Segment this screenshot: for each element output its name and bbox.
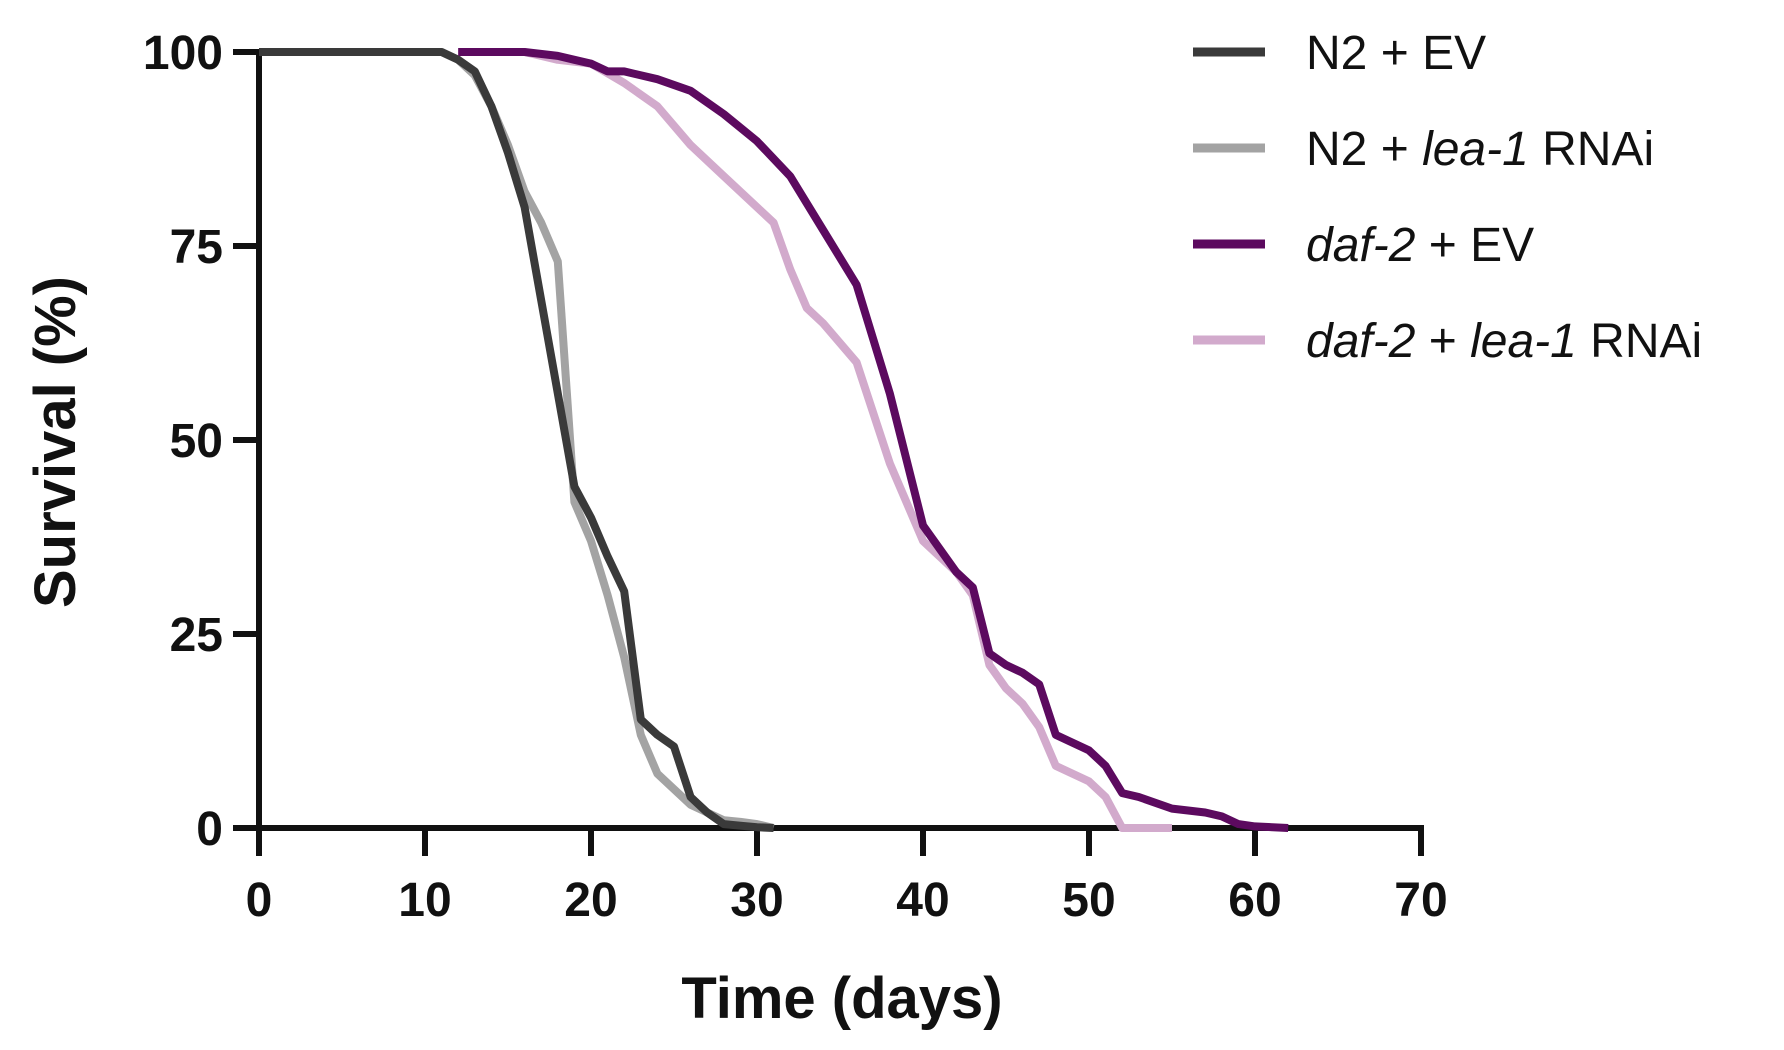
series-line-daf-2-ev	[458, 48, 1289, 832]
legend-label-part: lea-1	[1470, 315, 1577, 368]
x-tick-label: 50	[1062, 874, 1115, 927]
y-tick-label: 25	[170, 609, 223, 662]
legend-label-part: daf-2	[1306, 219, 1415, 272]
legend-item-n2-lea-1-rnai: N2 + lea-1 RNAi	[1193, 123, 1654, 176]
series-layer	[259, 48, 1289, 832]
legend-label-part: N2 + EV	[1306, 27, 1486, 80]
legend-item-daf-2-lea-1-rnai: daf-2 + lea-1 RNAi	[1193, 315, 1702, 368]
legend-label: daf-2 + EV	[1306, 219, 1534, 272]
x-tick-label: 20	[564, 874, 617, 927]
x-tick-label: 70	[1394, 874, 1447, 927]
axes-layer: 0 25 50 75 100 0 10 20 30 40 50 60 70	[143, 27, 1448, 927]
legend-label-part: N2 +	[1306, 123, 1422, 176]
y-tick-label: 50	[170, 415, 223, 468]
legend-label-part: RNAi	[1529, 123, 1654, 176]
legend-label: N2 + EV	[1306, 27, 1486, 80]
legend-label-part: lea-1	[1422, 123, 1529, 176]
x-tick-label: 0	[246, 874, 273, 927]
y-axis-title: Survival (%)	[23, 276, 88, 608]
legend-label: daf-2 + lea-1 RNAi	[1306, 315, 1702, 368]
y-tick-label: 75	[170, 221, 223, 274]
legend-label-part: +	[1415, 315, 1470, 368]
legend-label-part: + EV	[1415, 219, 1534, 272]
series-line-daf-2-lea-1-rnai	[458, 48, 1172, 832]
y-tick-label: 0	[196, 803, 223, 856]
series-line-n2-ev	[259, 48, 774, 832]
legend-label-part: RNAi	[1577, 315, 1702, 368]
legend-label: N2 + lea-1 RNAi	[1306, 123, 1654, 176]
x-tick-label: 40	[896, 874, 949, 927]
x-tick-label: 10	[398, 874, 451, 927]
legend-item-n2-ev: N2 + EV	[1193, 27, 1486, 80]
x-tick-label: 30	[730, 874, 783, 927]
y-tick-label: 100	[143, 27, 223, 80]
legend-label-part: daf-2	[1306, 315, 1415, 368]
x-axis-title: Time (days)	[681, 966, 1002, 1031]
legend-item-daf-2-ev: daf-2 + EV	[1193, 219, 1534, 272]
x-tick-label: 60	[1228, 874, 1281, 927]
